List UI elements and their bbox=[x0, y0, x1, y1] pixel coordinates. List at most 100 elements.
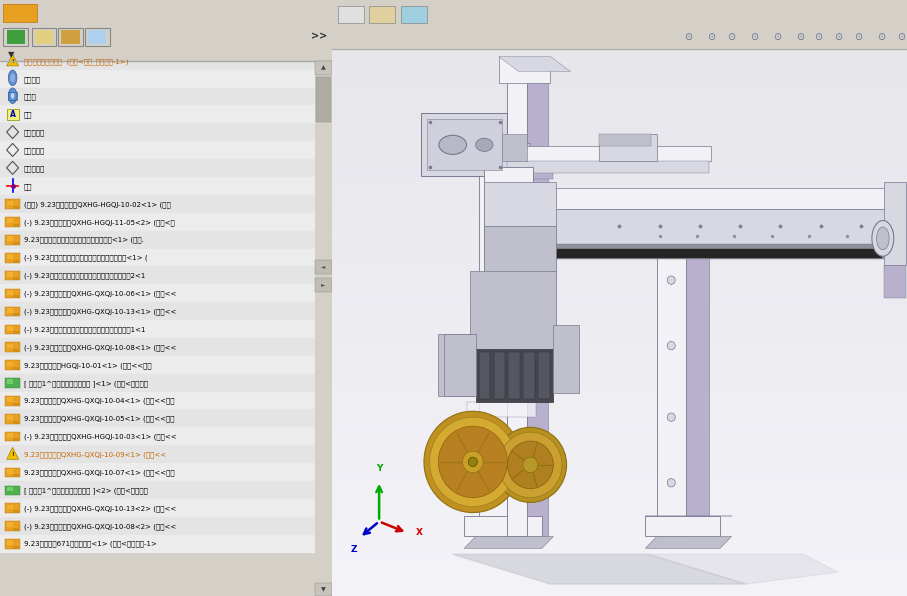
Bar bbox=[332, 295, 907, 304]
Polygon shape bbox=[657, 226, 686, 536]
Circle shape bbox=[424, 411, 522, 513]
Bar bbox=[5, 361, 20, 370]
Bar bbox=[332, 304, 907, 313]
Bar bbox=[6, 237, 13, 241]
Polygon shape bbox=[479, 352, 490, 399]
Polygon shape bbox=[646, 516, 720, 536]
Bar bbox=[0, 499, 315, 517]
Text: 9.23铝壳取料671感应器组件<1> (默认<显示状态-1>: 9.23铝壳取料671感应器组件<1> (默认<显示状态-1> bbox=[24, 541, 157, 548]
Bar bbox=[0, 141, 315, 159]
Bar bbox=[5, 289, 20, 299]
Bar bbox=[332, 231, 907, 240]
Bar bbox=[5, 504, 20, 513]
Polygon shape bbox=[484, 167, 533, 358]
Bar bbox=[14, 474, 18, 477]
Circle shape bbox=[809, 27, 827, 46]
Bar bbox=[6, 433, 13, 438]
Circle shape bbox=[792, 27, 810, 46]
Bar bbox=[4, 4, 36, 22]
Bar bbox=[332, 0, 907, 24]
Bar bbox=[332, 505, 907, 514]
FancyBboxPatch shape bbox=[84, 28, 110, 46]
Circle shape bbox=[829, 27, 847, 46]
Bar bbox=[5, 468, 20, 477]
Circle shape bbox=[702, 27, 721, 46]
FancyBboxPatch shape bbox=[4, 28, 28, 46]
Text: 9.23自动器铝壳HGQJ-10-01<1> (默认<<默认: 9.23自动器铝壳HGQJ-10-01<1> (默认<<默认 bbox=[24, 362, 151, 369]
Bar bbox=[332, 532, 907, 541]
Bar bbox=[332, 131, 907, 140]
Text: ⊙: ⊙ bbox=[834, 32, 842, 42]
Bar bbox=[0, 392, 315, 409]
Bar bbox=[5, 218, 20, 227]
Circle shape bbox=[668, 479, 675, 487]
Circle shape bbox=[8, 70, 17, 86]
Bar bbox=[332, 486, 907, 496]
Bar bbox=[0, 356, 315, 374]
Bar bbox=[6, 272, 13, 277]
Bar bbox=[0, 535, 315, 552]
Bar bbox=[0, 374, 315, 392]
Bar bbox=[88, 30, 106, 44]
Polygon shape bbox=[427, 119, 502, 170]
Text: (-) 9.23自动器铝壳左边中间取料机械手组件同步轮1<1: (-) 9.23自动器铝壳左边中间取料机械手组件同步轮1<1 bbox=[24, 326, 145, 333]
Polygon shape bbox=[504, 209, 898, 244]
Polygon shape bbox=[484, 182, 556, 226]
Circle shape bbox=[468, 457, 477, 467]
Bar bbox=[6, 109, 18, 120]
Bar bbox=[14, 439, 18, 442]
Bar bbox=[14, 510, 18, 513]
Text: ⊙: ⊙ bbox=[897, 32, 905, 42]
Bar bbox=[315, 61, 332, 596]
Bar bbox=[6, 201, 13, 206]
Bar bbox=[332, 377, 907, 386]
Bar bbox=[5, 539, 20, 549]
Polygon shape bbox=[539, 352, 550, 399]
Bar bbox=[5, 343, 20, 352]
Bar bbox=[0, 195, 315, 213]
Polygon shape bbox=[475, 349, 553, 402]
Polygon shape bbox=[464, 536, 553, 548]
Polygon shape bbox=[467, 402, 536, 417]
Text: (-) 9.23自动器铝壳QXHG-QXQJ-10-13<2> (默认<<: (-) 9.23自动器铝壳QXHG-QXQJ-10-13<2> (默认<< bbox=[24, 505, 176, 512]
Bar bbox=[0, 409, 315, 427]
Text: 原点: 原点 bbox=[24, 183, 33, 190]
Bar bbox=[0, 320, 315, 338]
Bar bbox=[332, 286, 907, 295]
Bar bbox=[332, 49, 907, 58]
Polygon shape bbox=[444, 334, 475, 396]
Bar bbox=[332, 24, 907, 49]
Text: (-) 9.23自动器铝壳左边中间取料机械手组件同步轮2<1: (-) 9.23自动器铝壳左边中间取料机械手组件同步轮2<1 bbox=[24, 272, 145, 280]
Polygon shape bbox=[438, 334, 473, 396]
Bar bbox=[332, 541, 907, 551]
Bar bbox=[332, 395, 907, 405]
Bar bbox=[6, 362, 13, 367]
Bar bbox=[332, 122, 907, 131]
Polygon shape bbox=[528, 83, 548, 536]
Polygon shape bbox=[686, 250, 708, 536]
Bar bbox=[0, 266, 315, 284]
Bar bbox=[6, 541, 13, 545]
Bar bbox=[14, 260, 18, 263]
Bar bbox=[5, 271, 20, 281]
Bar bbox=[332, 477, 907, 486]
Bar bbox=[0, 177, 315, 195]
Bar bbox=[332, 76, 907, 85]
Polygon shape bbox=[507, 161, 708, 173]
Polygon shape bbox=[484, 226, 556, 274]
Bar bbox=[14, 206, 18, 209]
Circle shape bbox=[430, 417, 516, 507]
Text: >>: >> bbox=[310, 32, 327, 42]
Bar bbox=[6, 308, 13, 313]
Text: ►: ► bbox=[321, 283, 326, 287]
Ellipse shape bbox=[872, 221, 893, 256]
Circle shape bbox=[8, 88, 17, 104]
Text: ⊙: ⊙ bbox=[877, 32, 885, 42]
Bar bbox=[0, 70, 315, 88]
Polygon shape bbox=[504, 188, 898, 209]
Bar bbox=[5, 396, 20, 406]
Text: (-) 9.23自动器铝壳QXHG-QXQJ-10-06<1> (默认<<: (-) 9.23自动器铝壳QXHG-QXQJ-10-06<1> (默认<< bbox=[24, 290, 176, 297]
Bar bbox=[332, 195, 907, 204]
Bar bbox=[332, 104, 907, 113]
Circle shape bbox=[499, 432, 562, 498]
